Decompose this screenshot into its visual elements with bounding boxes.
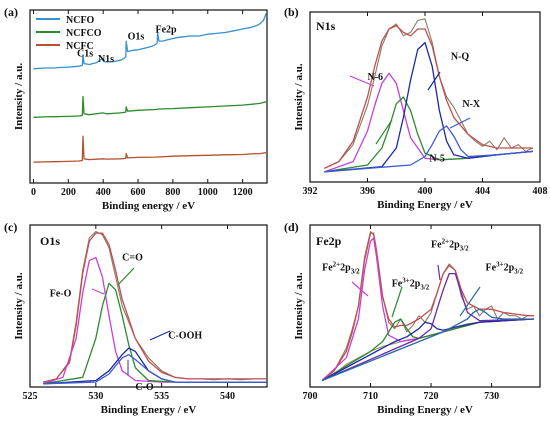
y-axis-title: Intensity / a.u. — [13, 63, 25, 130]
x-tick-label: 404 — [475, 186, 490, 197]
y-axis-title: Intensity / a.u. — [293, 272, 305, 339]
series-line-c-o — [43, 282, 267, 385]
pointer-arrow — [449, 117, 471, 129]
series-line-fe-o — [42, 256, 267, 385]
panel-title: N1s — [316, 19, 336, 33]
x-tick-label: 730 — [484, 391, 499, 402]
series-line-ncfo — [33, 13, 267, 70]
peak-annotation: N-6 — [368, 72, 384, 83]
peak-annotation: N1s — [98, 54, 114, 65]
peak-annotation: Fe-O — [50, 288, 72, 299]
pointer-arrow — [437, 264, 441, 281]
x-axis-title: Binding Energy / eV — [377, 199, 473, 211]
series-line-fit — [324, 24, 533, 169]
series-group — [42, 230, 267, 385]
pointer-arrow — [149, 330, 171, 341]
peak-annotation: C=O — [122, 253, 143, 264]
series-line-raw — [43, 230, 267, 383]
series-line-n-q — [324, 41, 533, 173]
peak-annotation: Fe3+2p3/2 — [486, 260, 524, 275]
series-line-fit — [43, 232, 267, 383]
x-tick-label: 530 — [88, 391, 103, 402]
series-group — [321, 230, 534, 382]
series-line-n-x — [324, 125, 533, 173]
series-line-raw — [321, 230, 534, 381]
series-line-ncfc — [33, 135, 267, 163]
series-line-fit — [321, 232, 534, 382]
panel-2: 392 396 400 404 408 Binding Energy / eV Intens… — [284, 5, 548, 211]
series-line-c-o — [43, 353, 267, 385]
panel-label: (d) — [284, 220, 299, 234]
panel-label: (b) — [284, 5, 299, 19]
plot-frame — [309, 224, 541, 388]
panel-title: O1s — [40, 234, 60, 248]
series-group — [324, 18, 534, 173]
pointer-arrow — [91, 288, 105, 295]
x-tick-label: 710 — [363, 391, 378, 402]
x-tick-label: 600 — [131, 187, 146, 198]
peak-annotation: C1s — [77, 49, 93, 60]
legend-entry: NCFC — [66, 41, 94, 52]
x-tick-label: 720 — [424, 391, 439, 402]
pointer-arrow — [349, 75, 375, 87]
peak-annotation: C-O — [135, 382, 154, 393]
pointer-arrow — [117, 267, 135, 286]
plot-frame — [29, 224, 268, 388]
x-tick-label: 396 — [360, 186, 375, 197]
panel-title: Fe2p — [316, 234, 342, 248]
x-tick-label: 800 — [165, 187, 180, 198]
x-tick-label: 400 — [96, 187, 111, 198]
legend: NCFO NCFCO NCFC — [36, 15, 102, 52]
peak-annotation: Fe2p — [155, 24, 177, 35]
x-tick-label: 200 — [61, 187, 76, 198]
x-tick-label: 1000 — [198, 187, 218, 198]
peak-annotation: N-5 — [429, 154, 445, 165]
x-tick-label: 700 — [303, 391, 318, 402]
peak-annotation: O1s — [128, 31, 145, 42]
x-tick-label: 525 — [23, 391, 38, 402]
peak-annotation: N-Q — [451, 52, 470, 63]
x-tick-label: 1200 — [233, 187, 253, 198]
panel-3: 525 530 535 540 Binding Energy / eV Intensity… — [4, 220, 268, 416]
x-tick-label: 535 — [154, 391, 169, 402]
pointer-arrow — [427, 71, 441, 91]
x-tick-label: 400 — [418, 186, 433, 197]
x-axis-title: Binding Energy / eV — [377, 404, 473, 416]
pointer-arrow — [351, 281, 369, 297]
peak-annotation: Fe3+2p3/2 — [392, 277, 430, 292]
series-group — [33, 13, 267, 163]
pointer-arrow — [391, 286, 403, 318]
panel-label: (a) — [4, 5, 18, 19]
series-line-satellite-1 — [321, 318, 534, 382]
series-line-raw — [324, 18, 534, 169]
panel-label: (c) — [4, 220, 17, 234]
peak-annotation: Fe2+2p3/2 — [431, 238, 469, 253]
x-tick-label: 408 — [533, 186, 548, 197]
legend-entry: NCFCO — [66, 28, 102, 39]
series-line-fe3-2p3-2 — [321, 318, 534, 382]
panel-4: 700 710 720 730 Binding Energy / eV Intensity… — [284, 220, 541, 416]
peak-annotation: Fe2+2p3/2 — [322, 260, 360, 275]
x-tick-label: 540 — [220, 391, 235, 402]
legend-entry: NCFO — [66, 15, 95, 26]
y-axis-title: Intensity / a.u. — [293, 63, 305, 130]
x-axis-title: Binding energy / eV — [102, 200, 195, 212]
series-line-ncfco — [33, 95, 267, 118]
y-axis-title: Intensity / a.u. — [13, 272, 25, 339]
pointer-arrow — [375, 119, 393, 145]
panel-1: 0 200 400 600 800 1000 1200 Binding energy / eV… — [4, 5, 268, 212]
x-tick-label: 0 — [31, 187, 36, 198]
plot-frame — [29, 9, 268, 184]
pointer-arrow — [459, 286, 481, 317]
x-tick-label: 392 — [303, 186, 318, 197]
x-axis-title: Binding Energy / eV — [101, 404, 197, 416]
series-line-fe3-2p3-2-high- — [321, 308, 534, 382]
peak-annotation: C-OOH — [168, 330, 202, 341]
peak-annotation: N-X — [462, 99, 481, 110]
